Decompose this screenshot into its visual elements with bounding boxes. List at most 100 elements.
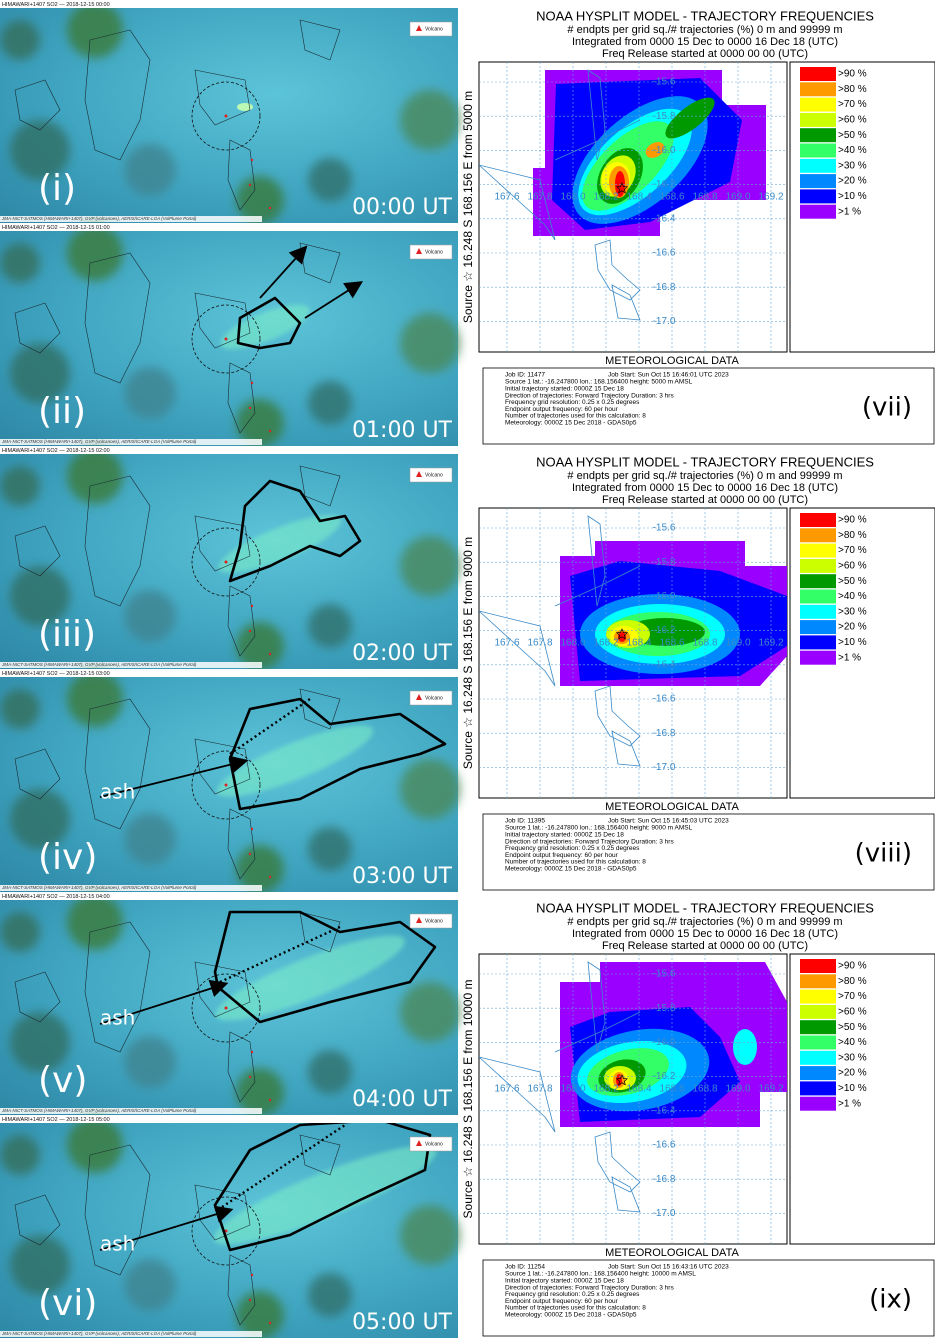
lon-label: 169.0 — [725, 638, 750, 649]
title: NOAA HYSPLIT MODEL - TRAJECTORY FREQUENC… — [536, 454, 874, 469]
panel-header: HIMAWARI+1407 SO2 — 2018-12-15 04:00 — [2, 894, 110, 900]
hysplit-panel: NOAA HYSPLIT MODEL - TRAJECTORY FREQUENC… — [461, 8, 935, 444]
red-dot — [249, 1299, 251, 1301]
y-axis-label: Source ☆ 16.248 S 168.156 E from 9000 m — [461, 537, 475, 769]
lat-label: -16.4 — [653, 213, 676, 224]
job-id: Job ID: 11254 — [505, 1264, 545, 1271]
lon-label: 168.8 — [692, 638, 717, 649]
red-dot — [249, 853, 251, 855]
lon-label: 168.2 — [593, 192, 618, 203]
title: NOAA HYSPLIT MODEL - TRAJECTORY FREQUENC… — [536, 8, 874, 23]
red-dot — [269, 1099, 271, 1101]
red-dot — [251, 1051, 253, 1053]
legend-swatch — [800, 605, 836, 619]
lon-label: 169.0 — [725, 1084, 750, 1095]
legend-label: >80 % — [838, 530, 867, 541]
legend-text: Volcano — [425, 249, 443, 255]
satellite-panel: HIMAWARI+1407 SO2 — 2018-12-15 00:00Volc… — [0, 0, 460, 224]
lat-label: -16.4 — [653, 1105, 676, 1116]
terrain-patch — [124, 1036, 176, 1088]
title-line: Freq Release started at 0000 00 00 (UTC) — [602, 940, 808, 952]
legend-label: >20 % — [838, 622, 867, 633]
lat-label: -16.4 — [653, 659, 676, 670]
terrain-patch — [236, 1291, 284, 1338]
legend-swatch — [800, 82, 836, 96]
terrain-patch — [400, 982, 460, 1042]
red-dot — [269, 1322, 271, 1324]
legend-swatch — [800, 544, 836, 558]
terrain-patch — [124, 367, 176, 419]
legend-label: >50 % — [838, 1022, 867, 1033]
title-line: Integrated from 0000 15 Dec to 0000 16 D… — [572, 482, 838, 494]
legend-swatch — [800, 559, 836, 573]
lon-label: 167.6 — [494, 192, 519, 203]
legend-swatch — [800, 1051, 836, 1065]
panel-header: HIMAWARI+1407 SO2 — 2018-12-15 01:00 — [2, 225, 110, 231]
met-title: METEOROLOGICAL DATA — [605, 355, 739, 367]
lat-label: -17.0 — [653, 762, 676, 773]
terrain-patch — [400, 90, 460, 150]
terrain-patch — [308, 158, 352, 202]
lat-label: -15.6 — [653, 77, 676, 88]
legend-swatch — [800, 113, 836, 127]
satellite-panel: HIMAWARI+1407 SO2 — 2018-12-15 05:00Volc… — [0, 1115, 460, 1338]
terrain-patch — [67, 671, 123, 727]
red-dot — [269, 653, 271, 655]
frequency-contour — [733, 1029, 757, 1065]
terrain-patch — [0, 466, 40, 506]
lat-label: -15.6 — [653, 969, 676, 980]
panel-header: HIMAWARI+1407 SO2 — 2018-12-15 02:00 — [2, 448, 110, 454]
legend-swatch — [800, 651, 836, 665]
red-dot — [251, 605, 253, 607]
legend-swatch — [800, 1097, 836, 1111]
title-line: Freq Release started at 0000 00 00 (UTC) — [602, 494, 808, 506]
lon-label: 169.2 — [758, 638, 783, 649]
legend-label: >90 % — [838, 961, 867, 972]
red-dot — [251, 382, 253, 384]
terrain-patch — [124, 144, 176, 196]
legend-label: >30 % — [838, 1052, 867, 1063]
panel-header: HIMAWARI+1407 SO2 — 2018-12-15 03:00 — [2, 671, 110, 677]
met-title: METEOROLOGICAL DATA — [605, 1247, 739, 1259]
time-label: 00:00 UT — [352, 195, 452, 220]
lon-label: 169.2 — [758, 1084, 783, 1095]
panel-label: (ii) — [38, 391, 86, 432]
y-axis-label: Source ☆ 16.248 S 168.156 E from 10000 m — [461, 980, 475, 1219]
legend-swatch — [800, 1066, 836, 1080]
legend-label: >70 % — [838, 991, 867, 1002]
legend-label: >60 % — [838, 1007, 867, 1018]
lat-label: -16.8 — [653, 728, 676, 739]
lat-label: -16.2 — [653, 625, 676, 636]
legend-swatch — [800, 513, 836, 527]
image-credit: JMA-NICT-SATMOS (HIMAWARI+1407), GVP (vo… — [1, 1108, 197, 1113]
legend-swatch — [800, 144, 836, 158]
time-label: 01:00 UT — [352, 418, 452, 443]
terrain-patch — [67, 2, 123, 58]
lon-label: 168.0 — [560, 638, 585, 649]
title-line: # endpts per grid sq./# trajectories (%)… — [567, 916, 842, 928]
image-credit: JMA-NICT-SATMOS (HIMAWARI+1407), GVP (vo… — [1, 439, 197, 444]
volcano-marker — [225, 115, 228, 118]
satellite-panel: HIMAWARI+1407 SO2 — 2018-12-15 04:00Volc… — [0, 892, 460, 1116]
time-label: 03:00 UT — [352, 864, 452, 889]
panel-label: (iii) — [38, 614, 96, 655]
legend-swatch — [800, 1005, 836, 1019]
lat-label: -15.8 — [653, 111, 676, 122]
lat-label: -16.8 — [653, 1174, 676, 1185]
time-label: 04:00 UT — [352, 1087, 452, 1112]
info-line: Meteorology: 0000Z 15 Dec 2018 - GDAS0p5 — [505, 420, 637, 427]
legend-swatch — [800, 128, 836, 142]
legend-label: >40 % — [838, 145, 867, 156]
legend-label: >1 % — [838, 652, 861, 663]
lon-label: 168.2 — [593, 638, 618, 649]
legend-label: >30 % — [838, 606, 867, 617]
terrain-patch — [308, 827, 352, 871]
terrain-patch — [400, 1205, 460, 1265]
legend-label: >70 % — [838, 545, 867, 556]
lon-label: 168.6 — [659, 192, 684, 203]
lat-label: -16.0 — [653, 1037, 676, 1048]
legend-label: >90 % — [838, 515, 867, 526]
red-dot — [249, 1076, 251, 1078]
title-line: Integrated from 0000 15 Dec to 0000 16 D… — [572, 928, 838, 940]
satellite-panel: HIMAWARI+1407 SO2 — 2018-12-15 02:00Volc… — [0, 446, 460, 670]
